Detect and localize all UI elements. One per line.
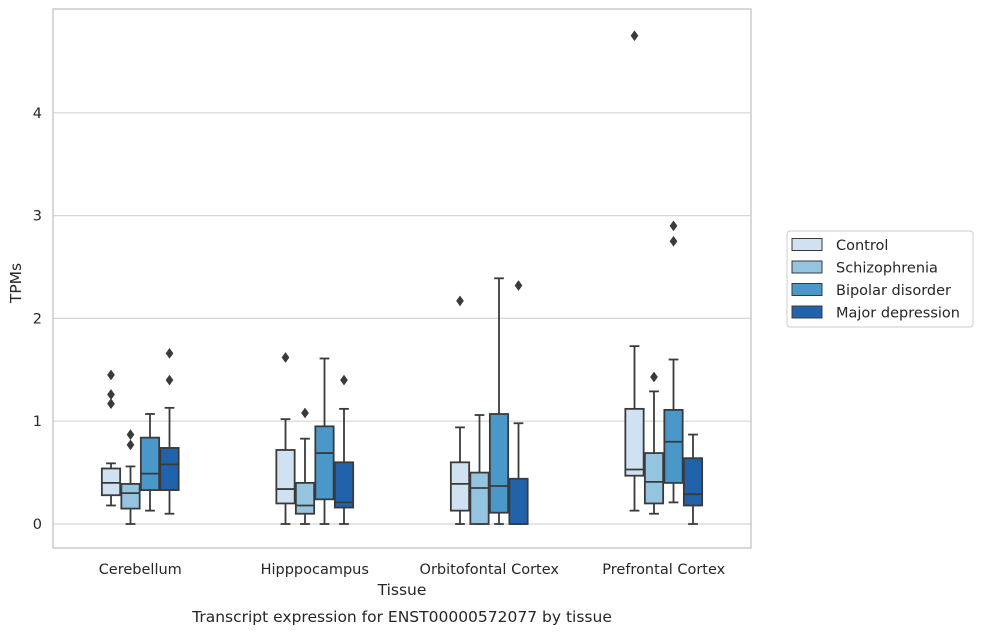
x-tick-label: Prefrontal Cortex (602, 562, 725, 578)
iqr-box (139, 436, 161, 491)
outlier-point (340, 374, 348, 386)
box-major-depression (333, 374, 355, 525)
iqr-box (663, 408, 684, 484)
iqr-box (469, 471, 490, 525)
outlier-point (514, 280, 523, 291)
iqr-box (449, 461, 471, 512)
outlier-point (301, 407, 309, 419)
box-bipolar-disorder (663, 220, 684, 504)
y-tick-label: 0 (33, 517, 42, 533)
box-bipolar-disorder (488, 277, 510, 525)
box-control (100, 369, 122, 507)
legend-label: Schizophrenia (836, 261, 938, 277)
outlier-point (281, 352, 290, 363)
box-control (449, 295, 471, 525)
box-major-depression (682, 433, 704, 525)
x-tick-label: Hipppocampus (261, 562, 369, 578)
box-control (275, 352, 296, 525)
legend-label: Control (836, 238, 888, 254)
legend-swatch (791, 305, 823, 319)
legend-swatch (791, 260, 823, 274)
box-major-depression (159, 347, 180, 515)
iqr-box (159, 447, 180, 491)
outlier-point (107, 369, 115, 381)
outlier-point (165, 374, 174, 386)
iqr-box (120, 483, 141, 510)
iqr-box (508, 477, 529, 525)
box-bipolar-disorder (314, 357, 335, 525)
x-tick-label: Cerebellum (99, 562, 182, 578)
iqr-box (488, 413, 510, 514)
iqr-box (314, 425, 335, 501)
box-control (624, 30, 645, 512)
iqr-box (294, 481, 316, 515)
y-ticks: 0 1 2 3 4 (33, 106, 42, 533)
legend-swatch (791, 238, 823, 251)
outlier-point (456, 295, 464, 307)
box-schizophrenia (643, 371, 665, 515)
outlier-point (107, 398, 115, 410)
y-tick-label: 4 (33, 106, 42, 122)
outlier-point (126, 439, 135, 451)
outlier-point (165, 347, 174, 359)
legend-label: Major depression (836, 306, 960, 322)
x-tick-label: Orbitofontal Cortex (420, 562, 560, 578)
chart-caption: Transcript expression for ENST0000057207… (191, 608, 612, 626)
y-axis-title: TPMs (7, 263, 25, 304)
y-tick-label: 1 (33, 414, 42, 430)
outlier-point (630, 30, 639, 42)
plot-frame (52, 8, 752, 549)
legend-label: Bipolar disorder (836, 283, 951, 299)
iqr-box (682, 457, 704, 507)
box-major-depression (508, 280, 529, 525)
iqr-box (275, 449, 296, 505)
iqr-box (624, 407, 645, 477)
box-schizophrenia (469, 414, 490, 525)
legend: Control Schizophrenia Bipolar disorder Majo… (786, 230, 974, 328)
y-tick-label: 2 (33, 311, 42, 327)
y-tick-label: 3 (33, 209, 42, 225)
legend-swatch (791, 283, 823, 296)
iqr-box (100, 467, 122, 497)
box-schizophrenia (294, 407, 316, 525)
box-schizophrenia (120, 429, 141, 525)
iqr-box (333, 461, 355, 509)
boxes (100, 30, 704, 525)
outlier-point (650, 371, 658, 383)
outlier-point (669, 220, 678, 232)
iqr-box (643, 452, 665, 505)
box-bipolar-disorder (139, 413, 161, 512)
x-axis-title: Tissue (377, 581, 427, 599)
x-ticks: Cerebellum Hipppocampus Orbitofontal Corte… (99, 562, 726, 578)
outlier-point (669, 235, 678, 247)
legend-frame (786, 230, 974, 328)
